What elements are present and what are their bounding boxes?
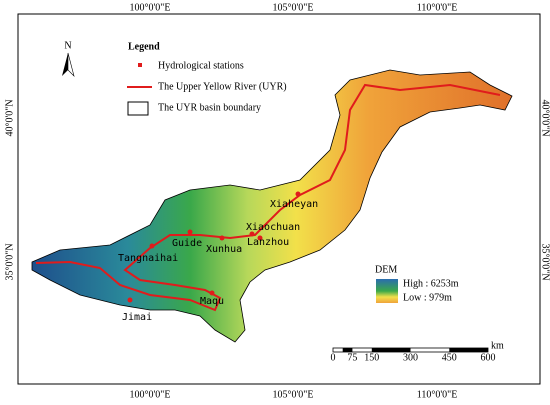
scale-bar: km 0 75 150 300 450 600: [331, 340, 505, 363]
arrow-left: [62, 53, 68, 76]
station-symbol: [138, 63, 142, 67]
dem-ramp: [376, 279, 398, 303]
station-label: Xunhua: [206, 244, 242, 255]
station-label: Xiaochuan: [246, 222, 300, 233]
scale-label: 75: [347, 352, 357, 363]
station-label: Maqu: [200, 296, 224, 307]
legend-title: Legend: [128, 41, 160, 52]
dem-legend: DEM High : 6253m Low : 979m: [375, 264, 459, 303]
station-label: Guide: [172, 238, 202, 249]
station: [149, 243, 155, 249]
station: [187, 229, 193, 235]
coord-labels: 100°0'0"E 105°0'0"E 110°0'0"E 100°0'0"E …: [4, 2, 550, 400]
lon-label: 110°0'0"E: [417, 389, 458, 400]
scale-label: 150: [364, 352, 379, 363]
station-label: Tangnaihai: [118, 253, 178, 264]
station: [219, 235, 225, 241]
scale-seg: [342, 348, 353, 352]
lon-label: 110°0'0"E: [417, 2, 458, 13]
frame: [17, 13, 541, 385]
scale-label: 450: [442, 352, 457, 363]
scale-seg: [371, 348, 411, 352]
north-arrow: N: [62, 40, 75, 77]
lon-label: 100°0'0"E: [130, 389, 171, 400]
legend-item: The UYR basin boundary: [158, 102, 261, 113]
lat-label: 40°0'0"N: [4, 99, 15, 136]
station: [295, 191, 301, 197]
station-label: Lanzhou: [247, 237, 289, 248]
station: [209, 290, 215, 296]
legend: Legend Hydrological stations The Upper Y…: [127, 41, 287, 116]
station-label: Xiaheyan: [270, 199, 318, 210]
boundary-symbol: [127, 101, 149, 116]
dem-low: Low : 979m: [403, 292, 452, 303]
stations: Maqu Jimai Tangnaihai Guide Xunhua Xiaochuan L…: [118, 191, 318, 323]
north-label: N: [64, 40, 71, 51]
station: [249, 231, 255, 237]
scale-label: 300: [403, 352, 418, 363]
lat-label: 35°0'0"N: [4, 243, 15, 280]
scale-unit: km: [491, 340, 504, 351]
river: [35, 83, 501, 312]
lon-label: 105°0'0"E: [273, 389, 314, 400]
lat-label: 40°0'0"N: [540, 99, 550, 136]
dem-title: DEM: [375, 264, 397, 275]
lon-label: 105°0'0"E: [273, 2, 314, 13]
scale-label: 0: [331, 352, 336, 363]
station-label: Jimai: [122, 312, 152, 323]
dem-high: High : 6253m: [403, 278, 459, 289]
legend-item: The Upper Yellow River (UYR): [158, 81, 287, 92]
station: [127, 297, 133, 303]
legend-item: Hydrological stations: [158, 60, 244, 71]
scale-label: 600: [481, 352, 496, 363]
basin: [31, 69, 513, 343]
lat-label: 35°0'0"N: [540, 243, 550, 280]
scale-seg: [449, 348, 488, 352]
lon-label: 100°0'0"E: [130, 2, 171, 13]
arrow-right: [67, 52, 75, 77]
station: [257, 235, 263, 241]
